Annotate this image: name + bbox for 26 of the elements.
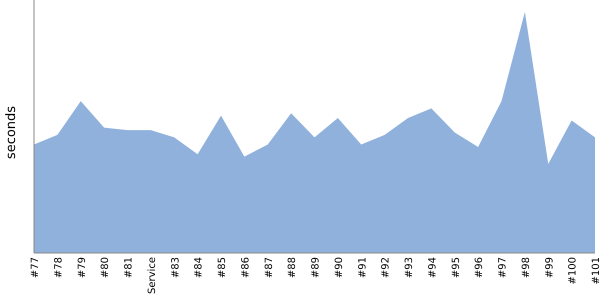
x-tick-label: #99 bbox=[544, 257, 556, 278]
x-tick-label: #77 bbox=[30, 257, 41, 278]
x-tick-label: #93 bbox=[404, 257, 415, 278]
x-tick-label: #100 bbox=[568, 257, 579, 284]
x-tick-label: #92 bbox=[380, 257, 392, 278]
x-tick-label: #90 bbox=[334, 257, 345, 278]
x-tick-label: #98 bbox=[520, 257, 532, 278]
x-tick-label: #85 bbox=[217, 257, 228, 278]
x-tick-label: #94 bbox=[427, 257, 438, 278]
x-tick-label: #101 bbox=[591, 257, 600, 284]
x-tick-label: Service bbox=[146, 257, 158, 294]
y-axis-title: seconds bbox=[4, 106, 19, 160]
x-tick-label: #96 bbox=[474, 257, 486, 278]
x-tick-label: #97 bbox=[498, 257, 508, 278]
x-tick-label: #80 bbox=[100, 257, 112, 278]
x-tick-label: #86 bbox=[240, 257, 252, 278]
x-tick-label: #95 bbox=[450, 257, 462, 278]
x-tick-label: #78 bbox=[53, 257, 64, 278]
x-tick-label: #81 bbox=[124, 257, 134, 278]
x-tick-label: #79 bbox=[76, 257, 88, 278]
x-tick-label: #87 bbox=[264, 257, 275, 278]
x-tick-label: #84 bbox=[194, 257, 205, 278]
x-tick-label: #91 bbox=[357, 257, 368, 278]
x-tick-label: #88 bbox=[287, 257, 298, 278]
x-tick-label: #89 bbox=[310, 257, 322, 278]
x-tick-label: #83 bbox=[170, 257, 182, 278]
